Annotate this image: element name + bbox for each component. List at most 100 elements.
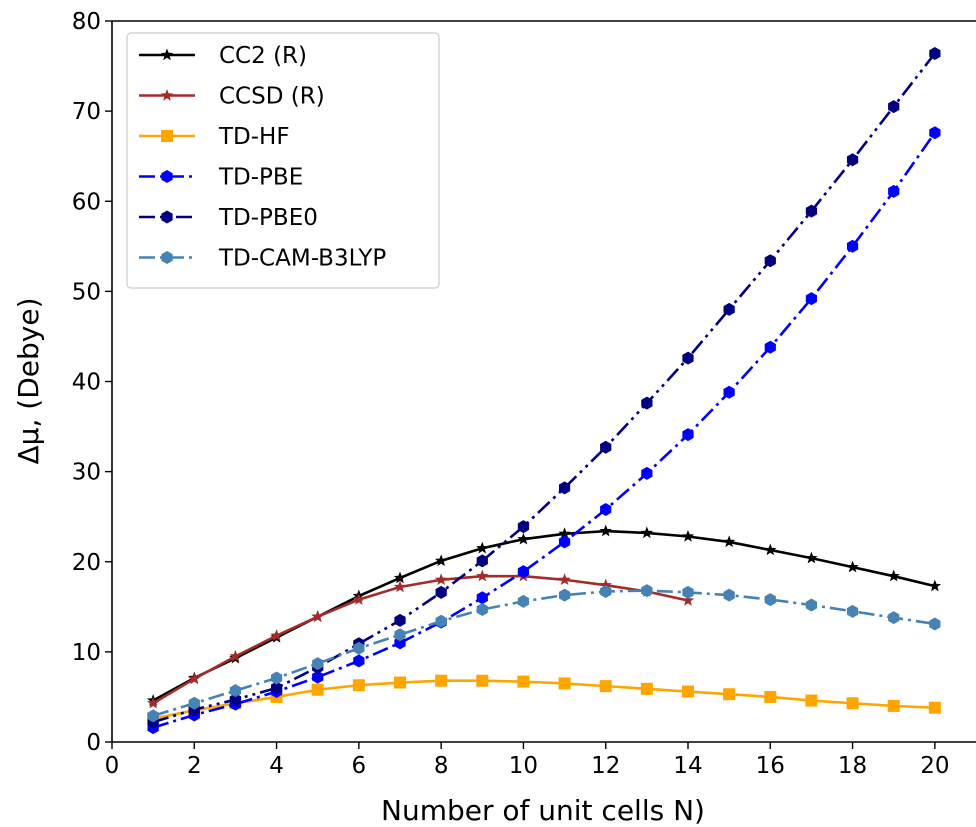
x-tick-label: 2 [187, 753, 202, 779]
data-point-td-cam-b3lyp [846, 604, 859, 618]
x-axis-label: Number of unit cells N) [381, 794, 705, 827]
data-point-ccsd-r [352, 593, 366, 605]
data-point-td-pbe0 [517, 520, 530, 534]
data-point-td-cam-b3lyp [435, 614, 447, 628]
data-point-td-cam-b3lyp [929, 617, 941, 631]
legend-label-td-hf: TD-HF [218, 124, 290, 150]
data-point-cc2-r [805, 551, 818, 564]
data-point-td-cam-b3lyp [600, 584, 612, 598]
data-point-td-cam-b3lyp [270, 671, 283, 685]
data-point-cc2-r [764, 543, 777, 556]
data-point-td-cam-b3lyp [353, 641, 365, 655]
legend-entry-ccsd-r: CCSD (R) [139, 84, 325, 110]
data-point-td-cam-b3lyp [641, 584, 653, 598]
data-point-td-hf [764, 690, 777, 703]
y-tick-label: 20 [72, 550, 101, 576]
data-point-td-cam-b3lyp [517, 594, 530, 608]
data-point-td-cam-b3lyp [394, 628, 406, 642]
data-point-td-cam-b3lyp [147, 709, 159, 723]
x-tick-label: 6 [352, 753, 367, 779]
data-point-cc2-r [681, 530, 695, 542]
legend-marker-td-hf [161, 130, 173, 142]
legend-box [126, 32, 440, 289]
data-point-td-pbe [764, 340, 776, 354]
data-point-td-pbe [641, 466, 653, 480]
legend-label-ccsd-r: CCSD (R) [219, 84, 325, 110]
data-point-td-cam-b3lyp [188, 696, 200, 710]
x-tick-label: 10 [509, 753, 538, 779]
x-tick-label: 0 [105, 753, 120, 779]
data-point-td-pbe [600, 502, 612, 516]
data-point-td-pbe [517, 565, 530, 579]
data-point-ccsd-r [146, 696, 160, 709]
data-point-td-cam-b3lyp [312, 657, 324, 671]
x-tick-label: 14 [673, 753, 702, 779]
series-line-td-hf [152, 679, 935, 720]
y-tick-label: 80 [72, 9, 101, 35]
series-line-td-cam-b3lyp [152, 589, 936, 718]
tick-labels: 0 2 4 6 8 10 12 14 16 18 20 0 10 20 30 40 50 60 70 80 [72, 9, 950, 779]
data-point-cc2-r [393, 571, 407, 584]
data-point-td-pbe0 [929, 46, 941, 60]
data-point-ccsd-r [434, 573, 448, 586]
data-point-cc2-r [928, 579, 942, 592]
y-tick-label: 50 [72, 279, 101, 305]
data-point-cc2-r [640, 526, 654, 539]
series-td-cam-b3lyp [147, 584, 941, 723]
data-point-cc2-r [434, 554, 448, 567]
legend-label-td-pbe0: TD-PBE0 [218, 205, 318, 231]
data-point-td-hf [352, 679, 365, 692]
data-point-td-pbe0 [476, 554, 488, 568]
data-point-td-pbe0 [764, 254, 776, 268]
legend-marker-td-pbe [161, 170, 173, 183]
x-tick-label: 20 [920, 753, 949, 779]
data-point-td-hf [805, 694, 818, 707]
x-tick-label: 18 [838, 753, 867, 779]
data-point-td-hf [558, 677, 571, 690]
x-tick-label: 8 [434, 753, 449, 779]
y-tick-label: 30 [72, 460, 101, 486]
data-point-td-pbe0 [641, 396, 653, 410]
data-point-ccsd-r [681, 594, 695, 606]
y-tick-label: 0 [86, 730, 101, 756]
data-point-cc2-r [517, 532, 530, 545]
data-point-td-cam-b3lyp [558, 588, 571, 602]
data-point-td-cam-b3lyp [476, 603, 488, 617]
y-tick-label: 60 [72, 189, 101, 215]
data-point-td-pbe0 [682, 351, 694, 365]
legend-entry-td-hf: TD-HF [139, 124, 290, 150]
data-point-td-cam-b3lyp [229, 684, 242, 698]
data-point-cc2-r [558, 527, 571, 540]
data-point-td-cam-b3lyp [682, 585, 694, 599]
data-point-td-pbe [312, 670, 324, 684]
data-point-td-pbe0 [846, 153, 859, 167]
data-point-td-pbe0 [435, 585, 447, 599]
data-point-td-hf [599, 680, 612, 693]
data-point-td-pbe [888, 184, 900, 198]
data-point-ccsd-r [270, 629, 283, 641]
data-point-td-pbe [558, 535, 571, 549]
data-point-td-hf [435, 674, 448, 687]
data-point-td-pbe0 [394, 613, 406, 627]
y-tick-label: 10 [72, 640, 101, 666]
data-point-cc2-r [722, 535, 736, 548]
data-point-td-cam-b3lyp [764, 593, 776, 607]
data-point-ccsd-r [599, 578, 612, 591]
data-point-ccsd-r [393, 580, 407, 593]
data-point-cc2-r [599, 524, 612, 537]
data-point-td-pbe [353, 654, 365, 668]
data-point-td-cam-b3lyp [805, 598, 818, 612]
series-cc2-r [146, 524, 942, 706]
series-line-ccsd-r [152, 574, 689, 705]
series-line-td-pbe [152, 132, 936, 729]
legend-marker-td-pbe0 [161, 210, 173, 224]
data-point-td-hf [640, 682, 653, 695]
legend-label-td-pbe: TD-PBE [218, 165, 303, 191]
data-point-td-cam-b3lyp [723, 588, 735, 602]
data-point-td-hf [517, 675, 530, 688]
y-tick-label: 40 [72, 370, 101, 396]
data-point-td-pbe0 [888, 100, 900, 114]
data-point-ccsd-r [476, 569, 489, 582]
data-point-td-pbe0 [723, 302, 735, 316]
legend-entry-td-cam-b3lyp: TD-CAM-B3LYP [139, 246, 386, 272]
